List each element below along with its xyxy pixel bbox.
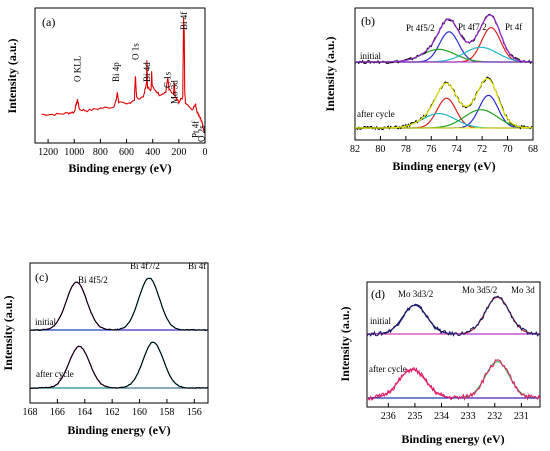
panel-d-xtick-label: 234 (434, 411, 449, 422)
panel-c-component-curve (30, 341, 208, 389)
panel-c-xtick-label: 166 (50, 407, 65, 418)
panel-c-xtick-label: 158 (159, 407, 174, 418)
panel-a-annotation: Bi 4f (179, 12, 189, 30)
panel-b-plot (354, 13, 534, 131)
panel-c-xtick-label: 156 (187, 407, 202, 418)
panel-c-raw-data (29, 277, 209, 332)
panel-d-peak-1: Mo 3d3/2 (398, 289, 433, 299)
panel-a-annotation: O 1s (130, 43, 140, 60)
panel-c-xtick-label: 162 (105, 407, 120, 418)
panel-d-raw-data (366, 295, 541, 337)
panel-a-annotation: O KLL (73, 56, 83, 82)
panel-d-xtick-label: 233 (461, 411, 476, 422)
panel-a-xtick-label: 1200 (38, 147, 58, 158)
panel-b-peak-1: Pt 4f5/2 (406, 23, 435, 33)
panel-a-xtick-label: 0 (203, 147, 208, 158)
panel-d-after-label: after cycle (369, 364, 407, 374)
panel-d-xtick-label: 236 (381, 411, 396, 422)
panel-c-initial-label: initial (35, 317, 56, 327)
panel-c-ylabel: Intensity (a.u.) (1, 295, 15, 370)
panel-b-frame (354, 7, 534, 141)
panel-d-xtick-label: 231 (514, 411, 529, 422)
panel-d-xlabel: Binding energy (eV) (401, 432, 504, 446)
panel-d-frame (366, 281, 541, 408)
panel-b-initial-label: initial (360, 51, 381, 61)
panel-a-annotation: Pt 4f (191, 121, 201, 138)
panel-c-peak-1: Bi 4f5/2 (78, 275, 108, 285)
panel-c-peak-3: Bi 4f (188, 261, 206, 271)
panel-c-frame (29, 262, 209, 404)
panel-c-xtick-label: 164 (77, 407, 92, 418)
panel-d-letter: (d) (371, 287, 385, 301)
panel-a-frame (34, 7, 206, 144)
panel-d-initial-label: initial (370, 316, 391, 326)
panel-b-xtick-label: 68 (528, 144, 538, 155)
panel-a-annotation: Bi 4p (111, 62, 121, 82)
panel-d-peak-3: Mo 3d (511, 285, 535, 295)
panel-c-xtick-label: 160 (132, 407, 147, 418)
survey-spectrum-line (41, 17, 205, 132)
panel-c-xlabel: Binding energy (eV) (67, 423, 170, 437)
panel-c-letter: (c) (35, 270, 48, 284)
panel-a-ylabel: Intensity (a.u.) (5, 38, 19, 113)
panel-b: (b) initial after cycle Pt 4f5/2 Pt 4f7/… (323, 7, 538, 173)
panel-b-ylabel: Intensity (a.u.) (323, 36, 337, 111)
panel-a-xlabel: Binding energy (eV) (68, 161, 171, 175)
panel-b-ticks: 82 80 78 76 74 72 70 68 (350, 136, 538, 155)
panel-d-ticks: 236 235 234 233 232 231 (381, 403, 529, 422)
panel-a-letter: (a) (42, 15, 55, 29)
panel-a-xtick-label: 200 (171, 147, 186, 158)
panel-b-envelope (355, 77, 534, 129)
panel-b-letter: (b) (361, 14, 375, 28)
panel-a-annotation: C 1s (163, 71, 173, 88)
panel-d-ylabel: Intensity (a.u.) (338, 306, 352, 381)
panel-d-raw-data (366, 359, 541, 401)
panel-b-xtick-label: 72 (477, 144, 487, 155)
panel-a-annotation: Bi 4d (142, 62, 152, 82)
panel-b-xtick-label: 80 (375, 144, 385, 155)
panel-a: (a) 1200 1000 800 600 400 200 0 O KLL Bi 4p O 1s… (5, 7, 208, 175)
panel-b-after-label: after cycle (357, 109, 395, 119)
panel-b-peak-2: Pt 4f7/2 (458, 22, 487, 32)
panel-c-peak-2: Bi 4f7/2 (130, 261, 160, 271)
panel-d-plot (366, 295, 541, 401)
panel-a-annotation: Mo 3d (170, 80, 180, 104)
panel-c-raw-data (29, 341, 209, 390)
panel-b-xtick-label: 76 (426, 144, 436, 155)
panel-a-xtick-label: 800 (93, 147, 108, 158)
panel-d: (d) initial after cycle Mo 3d3/2 Mo 3d5/… (338, 281, 541, 446)
panel-b-peak-3: Pt 4f (505, 22, 522, 32)
panel-a-plot (41, 17, 205, 132)
panel-c: (c) initial after cycle Bi 4f5/2 Bi 4f7/… (1, 261, 209, 437)
panel-d-xtick-label: 235 (407, 411, 422, 422)
panel-b-xlabel: Binding energy (eV) (392, 159, 495, 173)
panel-b-xtick-label: 70 (503, 144, 513, 155)
panel-a-annotation: O 2s (197, 125, 207, 142)
panel-c-plot (29, 277, 209, 390)
panel-b-xtick-label: 82 (350, 144, 360, 155)
panel-a-ticks: 1200 1000 800 600 400 200 0 (38, 139, 208, 158)
panel-a-xtick-label: 1000 (64, 147, 84, 158)
panel-c-after-label: after cycle (36, 369, 74, 379)
panel-c-ticks: 168 166 164 162 160 158 156 (23, 399, 202, 418)
panel-b-envelope (355, 14, 533, 63)
panel-d-xtick-label: 232 (487, 411, 502, 422)
panel-b-xtick-label: 74 (452, 144, 462, 155)
panel-d-peak-2: Mo 3d5/2 (462, 285, 497, 295)
panel-c-xtick-label: 168 (23, 407, 38, 418)
panel-b-xtick-label: 78 (401, 144, 411, 155)
panel-a-xtick-label: 600 (119, 147, 134, 158)
panel-c-component-curve (30, 345, 208, 389)
panel-a-xtick-label: 400 (145, 147, 160, 158)
